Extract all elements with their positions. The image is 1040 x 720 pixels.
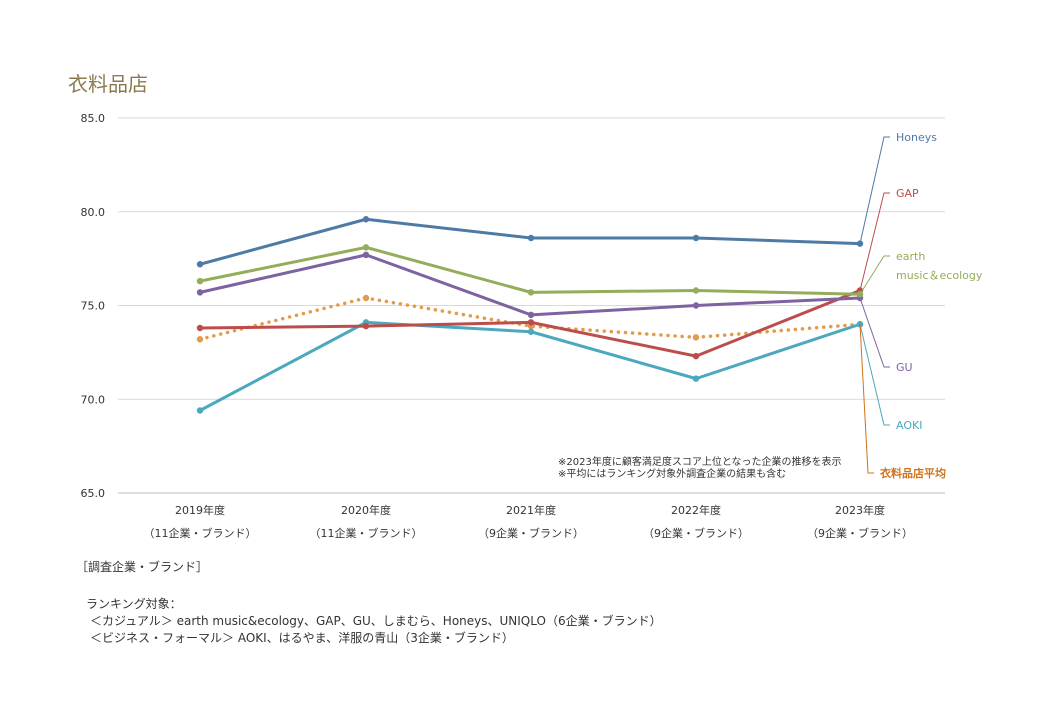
line-chart: 65.0 70.0 75.0 80.0 85.0 2019年度 （11企業・ブランド） 20… bbox=[81, 112, 983, 540]
data-point bbox=[362, 216, 370, 223]
survey-companies: ［調査企業・ブランド］ ランキング対象： ＜カジュアル＞ earth music… bbox=[76, 559, 662, 647]
survey-header: ［調査企業・ブランド］ bbox=[76, 560, 209, 574]
data-point bbox=[692, 234, 700, 242]
data-point bbox=[362, 322, 370, 330]
data-point bbox=[196, 277, 204, 285]
x-tick-label: 2019年度 bbox=[175, 503, 225, 517]
x-tick-label: 2021年度 bbox=[506, 503, 556, 517]
x-tick-sublabel: （9企業・ブランド） bbox=[807, 526, 913, 540]
chart-note: ※2023年度に顧客満足度スコア上位となった企業の推移を表示 bbox=[558, 455, 842, 468]
y-tick-label: 70.0 bbox=[81, 393, 106, 406]
legend-label: 衣料品店平均 bbox=[880, 466, 946, 480]
x-tick-sublabel: （11企業・ブランド） bbox=[144, 526, 257, 540]
x-tick-label: 2022年度 bbox=[671, 503, 721, 517]
legend-label: GAP bbox=[896, 187, 919, 200]
y-tick-label: 85.0 bbox=[81, 112, 106, 125]
x-tick-label: 2023年度 bbox=[835, 503, 885, 517]
x-tick-label: 2020年度 bbox=[341, 503, 391, 517]
legend-leader-line bbox=[859, 297, 890, 368]
data-point bbox=[196, 336, 204, 343]
casual-brands: ＜カジュアル＞ earth music&ecology、GAP、GU、しまむら、… bbox=[90, 614, 662, 628]
data-point bbox=[196, 261, 204, 268]
x-tick-sublabel: （9企業・ブランド） bbox=[643, 526, 749, 540]
data-point bbox=[527, 319, 535, 326]
y-tick-label: 75.0 bbox=[81, 300, 106, 313]
legend-leader-line bbox=[859, 255, 890, 295]
data-point bbox=[196, 407, 204, 414]
legend-label: earth bbox=[896, 250, 925, 263]
data-point bbox=[692, 302, 700, 309]
series-line bbox=[198, 320, 862, 412]
series-line bbox=[198, 296, 862, 341]
y-tick-label: 80.0 bbox=[81, 206, 106, 219]
x-tick-sublabel: （11企業・ブランド） bbox=[310, 526, 423, 540]
legend-leader-line bbox=[859, 192, 890, 291]
legend-label: GU bbox=[896, 361, 913, 374]
data-point bbox=[362, 251, 370, 259]
legend-leader-line bbox=[859, 324, 890, 426]
data-point bbox=[362, 294, 370, 302]
legend-leader-line bbox=[859, 136, 890, 244]
legend-leader-line bbox=[859, 324, 874, 474]
legend-label: Honeys bbox=[896, 131, 937, 144]
data-point bbox=[196, 289, 204, 296]
data-point bbox=[527, 289, 535, 296]
ranking-title: ランキング対象： bbox=[86, 597, 182, 611]
data-point bbox=[692, 352, 700, 360]
data-point bbox=[362, 244, 370, 251]
data-point bbox=[527, 328, 535, 335]
x-tick-sublabel: （9企業・ブランド） bbox=[478, 526, 584, 540]
data-point bbox=[527, 234, 535, 242]
legend-label: music＆ecology bbox=[896, 269, 983, 282]
data-point bbox=[692, 334, 700, 341]
business-brands: ＜ビジネス・フォーマル＞ AOKI、はるやま、洋服の青山（3企業・ブランド） bbox=[90, 631, 514, 645]
y-tick-label: 65.0 bbox=[81, 487, 106, 500]
chart-note: ※平均にはランキング対象外調査企業の結果も含む bbox=[558, 467, 786, 480]
series-line bbox=[198, 217, 862, 266]
chart-title: 衣料品店 bbox=[68, 72, 148, 96]
data-point bbox=[527, 311, 535, 319]
data-point bbox=[692, 375, 700, 382]
legend-label: AOKI bbox=[896, 419, 922, 432]
data-point bbox=[196, 324, 204, 332]
data-point bbox=[692, 287, 700, 294]
